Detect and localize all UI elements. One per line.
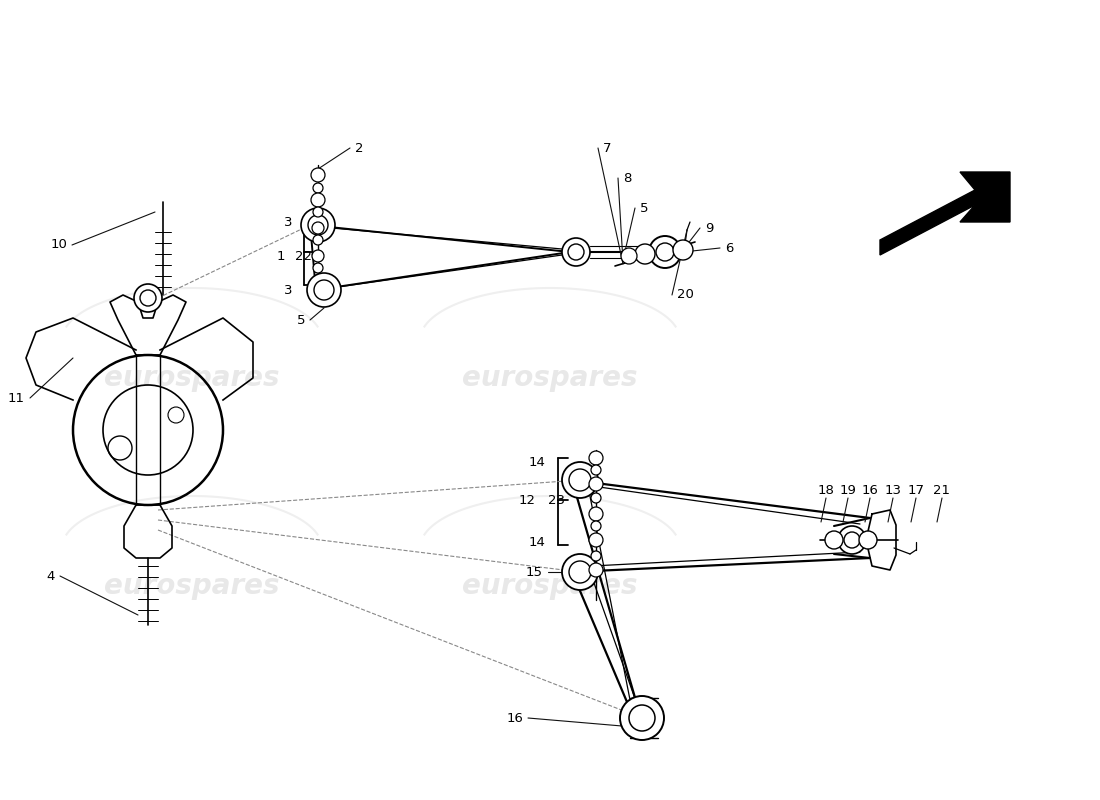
Circle shape — [562, 554, 598, 590]
Circle shape — [301, 208, 336, 242]
Circle shape — [311, 193, 324, 207]
Text: 6: 6 — [725, 242, 734, 254]
Text: 5: 5 — [640, 202, 649, 214]
Circle shape — [569, 469, 591, 491]
Text: 18: 18 — [817, 483, 835, 497]
Text: 16: 16 — [861, 483, 879, 497]
Circle shape — [314, 263, 323, 273]
Circle shape — [569, 561, 591, 583]
Text: 2: 2 — [355, 142, 363, 154]
Circle shape — [314, 207, 323, 217]
Text: eurospares: eurospares — [104, 364, 279, 392]
Text: 12: 12 — [519, 494, 536, 506]
Text: eurospares: eurospares — [462, 364, 638, 392]
Text: 9: 9 — [705, 222, 714, 234]
Circle shape — [825, 531, 843, 549]
Circle shape — [568, 244, 584, 260]
Circle shape — [591, 551, 601, 561]
Circle shape — [649, 236, 681, 268]
Text: 16: 16 — [506, 711, 522, 725]
Circle shape — [620, 696, 664, 740]
Circle shape — [311, 168, 324, 182]
Polygon shape — [124, 505, 172, 558]
Circle shape — [588, 507, 603, 521]
Circle shape — [656, 243, 674, 261]
Circle shape — [588, 533, 603, 547]
Circle shape — [308, 215, 328, 235]
Text: eurospares: eurospares — [104, 572, 279, 600]
Text: 1: 1 — [276, 250, 285, 263]
Circle shape — [621, 248, 637, 264]
Text: 17: 17 — [908, 483, 924, 497]
Text: 20: 20 — [676, 289, 694, 302]
Text: 19: 19 — [839, 483, 857, 497]
Circle shape — [562, 238, 590, 266]
Circle shape — [312, 250, 324, 262]
Polygon shape — [866, 510, 896, 570]
Circle shape — [629, 705, 654, 731]
Circle shape — [844, 532, 860, 548]
Text: 22: 22 — [295, 250, 312, 263]
Text: 4: 4 — [46, 570, 55, 582]
Text: 5: 5 — [297, 314, 305, 326]
Text: 8: 8 — [623, 171, 631, 185]
Polygon shape — [110, 295, 186, 355]
Text: 14: 14 — [528, 535, 544, 549]
Text: 11: 11 — [8, 391, 25, 405]
Circle shape — [838, 526, 866, 554]
Circle shape — [673, 240, 693, 260]
Text: 10: 10 — [51, 238, 67, 251]
Text: 21: 21 — [934, 483, 950, 497]
Text: 3: 3 — [284, 283, 292, 297]
Circle shape — [591, 493, 601, 503]
Polygon shape — [880, 172, 1010, 255]
Circle shape — [588, 477, 603, 491]
Circle shape — [591, 521, 601, 531]
Circle shape — [140, 290, 156, 306]
Text: 14: 14 — [528, 455, 544, 469]
Circle shape — [134, 284, 162, 312]
Text: 7: 7 — [603, 142, 612, 154]
Circle shape — [635, 244, 654, 264]
Circle shape — [859, 531, 877, 549]
Circle shape — [312, 222, 324, 234]
Circle shape — [562, 462, 598, 498]
Text: 15: 15 — [526, 566, 543, 578]
Text: 3: 3 — [284, 215, 292, 229]
Text: 13: 13 — [884, 483, 902, 497]
Circle shape — [307, 273, 341, 307]
Circle shape — [314, 183, 323, 193]
Text: eurospares: eurospares — [462, 572, 638, 600]
Circle shape — [314, 280, 334, 300]
Text: 23: 23 — [548, 494, 565, 506]
Circle shape — [588, 451, 603, 465]
Circle shape — [588, 563, 603, 577]
Circle shape — [314, 235, 323, 245]
Circle shape — [591, 465, 601, 475]
